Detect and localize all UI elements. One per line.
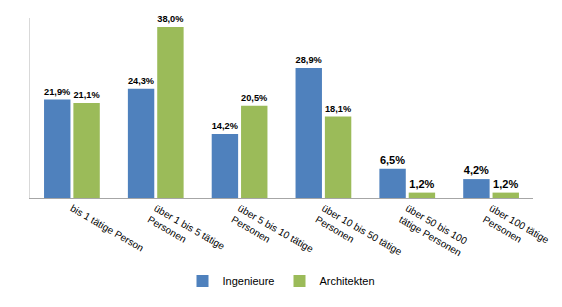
svg-text:über 1 bis 5 tätigePersonen: über 1 bis 5 tätigePersonen	[146, 203, 227, 264]
svg-text:28,9%: 28,9%	[296, 55, 322, 65]
svg-text:18,1%: 18,1%	[325, 104, 351, 114]
svg-text:über 10 bis 50 tätigePersonen: über 10 bis 50 tätigePersonen	[313, 203, 404, 269]
svg-text:Architekten: Architekten	[320, 275, 375, 287]
svg-text:über 5 bis 10 tätigePersonen: über 5 bis 10 tätigePersonen	[230, 203, 316, 267]
svg-text:24,3%: 24,3%	[128, 76, 154, 86]
svg-text:38,0%: 38,0%	[157, 14, 183, 24]
svg-text:1,2%: 1,2%	[493, 178, 518, 190]
svg-text:21,9%: 21,9%	[44, 87, 70, 97]
svg-text:Ingenieure: Ingenieure	[223, 275, 275, 287]
svg-text:14,2%: 14,2%	[212, 121, 238, 131]
svg-text:4,2%: 4,2%	[464, 164, 489, 176]
svg-text:1,2%: 1,2%	[409, 178, 434, 190]
svg-text:20,5%: 20,5%	[241, 93, 267, 103]
svg-text:6,5%: 6,5%	[380, 154, 405, 166]
svg-text:über 100 tätigePersonen: über 100 tätigePersonen	[481, 203, 551, 257]
svg-text:bis 1 tätige Person: bis 1 tätige Person	[68, 203, 145, 254]
svg-text:über 50 bis 100tätige Personen: über 50 bis 100tätige Personen	[397, 203, 470, 259]
svg-text:21,1%: 21,1%	[73, 90, 99, 100]
